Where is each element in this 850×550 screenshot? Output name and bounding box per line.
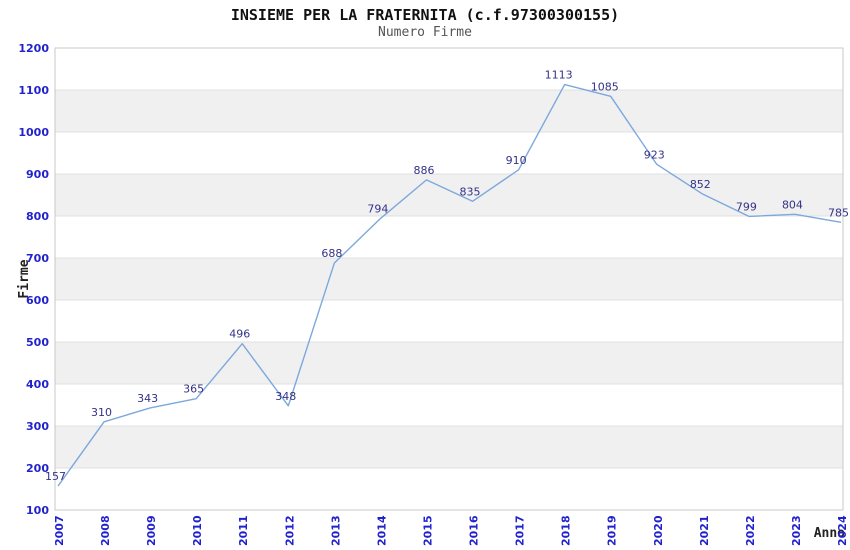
alt-band (55, 258, 843, 300)
data-label: 835 (460, 185, 481, 198)
x-tick-label: 2007 (53, 515, 66, 546)
data-label: 365 (183, 383, 204, 396)
data-label: 852 (690, 178, 711, 191)
x-tick-label: 2011 (237, 515, 250, 546)
data-label: 348 (275, 390, 296, 403)
y-tick-label: 1000 (18, 126, 49, 139)
alt-band (55, 174, 843, 216)
y-tick-label: 800 (26, 210, 49, 223)
y-tick-label: 1100 (18, 84, 49, 97)
x-tick-label: 2024 (836, 515, 849, 546)
data-label: 923 (644, 148, 665, 161)
chart-subtitle: Numero Firme (378, 25, 472, 40)
x-tick-label: 2012 (283, 515, 296, 546)
x-tick-label: 2023 (790, 515, 803, 546)
x-axis-title: Anno (813, 526, 845, 541)
data-label: 794 (367, 203, 388, 216)
alt-band (55, 90, 843, 132)
data-label: 910 (506, 154, 527, 167)
alt-band (55, 426, 843, 468)
y-tick-label: 900 (26, 168, 49, 181)
x-tick-label: 2009 (145, 515, 158, 546)
y-tick-label: 500 (26, 336, 49, 349)
data-label: 496 (229, 328, 250, 341)
alt-band (55, 342, 843, 384)
data-label: 688 (321, 247, 342, 260)
x-tick-label: 2021 (698, 515, 711, 546)
x-tick-label: 2014 (375, 515, 388, 546)
x-tick-label: 2010 (191, 515, 204, 546)
x-tick-label: 2016 (468, 515, 481, 546)
data-label: 157 (45, 470, 66, 483)
data-label: 785 (828, 206, 849, 219)
y-tick-label: 700 (26, 252, 49, 265)
y-tick-label: 1200 (18, 42, 49, 55)
x-tick-label: 2020 (652, 515, 665, 546)
series-line (57, 83, 842, 487)
data-label: 804 (782, 198, 803, 211)
data-label: 343 (137, 392, 158, 405)
x-tick-label: 2013 (329, 515, 342, 546)
x-tick-label: 2015 (421, 515, 434, 546)
data-label: 1113 (545, 69, 573, 82)
y-tick-label: 600 (26, 294, 49, 307)
x-tick-label: 2019 (606, 515, 619, 546)
data-label: 799 (736, 200, 757, 213)
y-tick-label: 300 (26, 420, 49, 433)
x-tick-label: 2022 (744, 515, 757, 546)
data-label: 1085 (591, 80, 619, 93)
y-tick-label: 400 (26, 378, 49, 391)
plot-border (54, 47, 844, 511)
x-tick-label: 2018 (560, 515, 573, 546)
data-label: 310 (91, 406, 112, 419)
chart-title: INSIEME PER LA FRATERNITA (c.f.973003001… (230, 6, 620, 24)
x-tick-label: 2017 (514, 515, 527, 546)
y-tick-label: 100 (26, 504, 49, 517)
x-tick-label: 2008 (99, 515, 112, 546)
y-tick-label: 200 (26, 462, 49, 475)
data-label: 886 (413, 164, 434, 177)
